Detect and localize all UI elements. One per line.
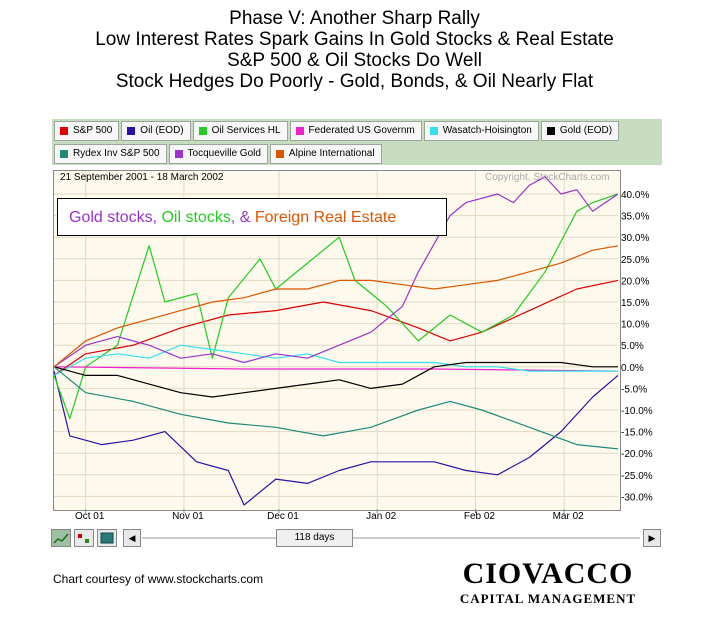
y-tick-label: 5.0% — [621, 341, 644, 352]
series-line — [53, 279, 619, 376]
y-tick-label: 15.0% — [621, 298, 649, 309]
legend-item[interactable]: Wasatch-Hoisington — [423, 121, 539, 141]
legend-label: Oil Services HL — [211, 125, 281, 136]
legend-row-2: Rydex Inv S&P 500 Tocqueville Gold Alpine … — [54, 144, 382, 165]
y-tick-label: -25.0% — [621, 471, 653, 482]
annotation-part: , & — [230, 209, 255, 226]
annotation-part: Foreign Real Estate — [254, 209, 397, 226]
legend-swatch — [295, 127, 304, 135]
y-tick-label: -5.0% — [621, 384, 647, 395]
brand-name: CIOVACCO — [462, 557, 634, 590]
y-tick-label: 0.0% — [621, 363, 644, 374]
legend-swatch — [429, 127, 438, 135]
legend: S&P 500 Oil (EOD) Oil Services HL Federated… — [52, 119, 662, 165]
annotation-part: Gold stocks — [69, 209, 153, 226]
area-chart-icon[interactable] — [97, 529, 117, 547]
legend-row-1: S&P 500 Oil (EOD) Oil Services HL Federated… — [54, 121, 620, 142]
y-tick-label: 20.0% — [621, 276, 649, 287]
chart-courtesy: Chart courtesy of www.stockcharts.com — [53, 572, 264, 586]
series-line — [53, 361, 618, 398]
scroll-right-icon[interactable]: ▶ — [643, 529, 661, 547]
legend-swatch — [198, 127, 207, 135]
x-tick-label: Nov 01 — [172, 511, 204, 522]
annotation-box: Gold stocks, Oil stocks, & Foreign Real … — [57, 198, 447, 236]
time-scrollbar[interactable]: ◀ 118 days ▶ — [50, 529, 662, 551]
title-line-3: S&P 500 & Oil Stocks Do Well — [227, 50, 482, 71]
legend-swatch — [127, 127, 136, 135]
date-range: 21 September 2001 - 18 March 2002 — [60, 172, 224, 183]
legend-swatch — [174, 150, 183, 158]
legend-label: Wasatch-Hoisington — [442, 125, 532, 136]
legend-item[interactable]: Gold (EOD) — [540, 121, 620, 141]
legend-item[interactable]: Tocqueville Gold — [168, 144, 268, 164]
brand-subtitle: CAPITAL MANAGEMENT — [459, 591, 637, 606]
legend-item[interactable]: Rydex Inv S&P 500 — [54, 144, 167, 164]
legend-label: Gold (EOD) — [559, 125, 613, 136]
series-line — [53, 176, 619, 368]
series-line — [53, 193, 619, 420]
y-tick-label: 40.0% — [621, 190, 649, 201]
scroll-thumb[interactable]: 118 days — [276, 529, 353, 547]
legend-swatch — [546, 127, 555, 135]
series-line — [53, 344, 618, 376]
title-line-1: Phase V: Another Sharp Rally — [229, 8, 480, 29]
x-tick-label: Dec 01 — [267, 511, 299, 522]
y-tick-label: -30.0% — [621, 492, 653, 503]
legend-label: Federated US Governm — [308, 125, 415, 136]
legend-label: Alpine International — [288, 148, 375, 159]
x-tick-label: Mar 02 — [553, 511, 585, 522]
legend-label: Tocqueville Gold — [187, 148, 261, 159]
legend-label: S&P 500 — [73, 125, 113, 136]
legend-label: Oil (EOD) — [140, 125, 184, 136]
legend-swatch — [60, 127, 68, 135]
annotation-part: , — [152, 209, 162, 226]
y-tick-label: -15.0% — [621, 428, 653, 439]
chart-title: Phase V: Another Sharp Rally Low Interes… — [0, 8, 709, 92]
x-tick-label: Oct 01 — [75, 511, 105, 522]
legend-swatch — [60, 150, 68, 158]
bar-chart-icon[interactable] — [74, 529, 94, 547]
line-chart-icon[interactable] — [51, 529, 71, 547]
x-tick-label: Feb 02 — [464, 511, 496, 522]
y-tick-label: -10.0% — [621, 406, 653, 417]
title-line-2: Low Interest Rates Spark Gains In Gold S… — [95, 29, 614, 50]
y-tick-label: 35.0% — [621, 212, 649, 223]
legend-item[interactable]: Oil Services HL — [192, 121, 288, 141]
legend-label: Rydex Inv S&P 500 — [73, 148, 160, 159]
legend-item[interactable]: Oil (EOD) — [121, 121, 191, 141]
series-line — [53, 245, 619, 368]
legend-swatch — [275, 150, 284, 158]
series-line — [53, 366, 619, 372]
title-line-4: Stock Hedges Do Poorly - Gold, Bonds, & … — [115, 71, 594, 92]
scroll-track[interactable] — [142, 537, 640, 539]
series-line — [53, 370, 619, 506]
legend-item[interactable]: Alpine International — [269, 144, 382, 164]
y-tick-label: 30.0% — [621, 233, 649, 244]
y-tick-label: -20.0% — [621, 449, 653, 460]
y-tick-label: 10.0% — [621, 320, 649, 331]
legend-item[interactable]: S&P 500 — [54, 121, 120, 141]
legend-item[interactable]: Federated US Governm — [289, 121, 422, 141]
brand-logo: CIOVACCO CAPITAL MANAGEMENT — [448, 558, 648, 608]
annotation-part: Oil stocks — [161, 209, 231, 226]
x-tick-label: Jan 02 — [366, 511, 396, 522]
y-tick-label: 25.0% — [621, 255, 649, 266]
copyright-notice: Copyright, StockCharts.com — [485, 172, 610, 183]
series-line — [53, 366, 619, 450]
scroll-left-icon[interactable]: ◀ — [123, 529, 141, 547]
